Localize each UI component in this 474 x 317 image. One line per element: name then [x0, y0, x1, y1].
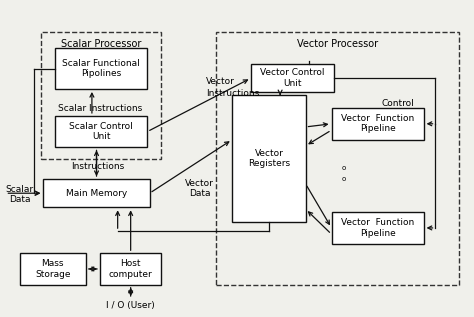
Text: Vector: Vector [206, 77, 235, 86]
Text: Scalar Functional
Pipolines: Scalar Functional Pipolines [62, 59, 140, 78]
FancyBboxPatch shape [331, 212, 424, 244]
FancyBboxPatch shape [251, 64, 334, 92]
FancyBboxPatch shape [100, 253, 161, 285]
Text: Vector  Function
Pipeline: Vector Function Pipeline [341, 218, 414, 238]
Text: Vector
Data: Vector Data [185, 179, 214, 198]
FancyBboxPatch shape [55, 48, 147, 89]
Text: o: o [341, 176, 346, 182]
Text: Scalar Control
Unit: Scalar Control Unit [69, 122, 133, 141]
Text: Instructions: Instructions [206, 89, 260, 98]
Text: Scalar Instructions: Scalar Instructions [58, 104, 142, 113]
FancyBboxPatch shape [43, 179, 150, 207]
Text: Scalar
Data: Scalar Data [5, 185, 34, 204]
FancyBboxPatch shape [55, 116, 147, 147]
Text: Control: Control [381, 99, 414, 108]
FancyBboxPatch shape [331, 108, 424, 139]
Text: Vector Processor: Vector Processor [297, 39, 378, 49]
FancyBboxPatch shape [19, 253, 86, 285]
Text: I / O (User): I / O (User) [106, 301, 155, 310]
Text: Vector  Function
Pipeline: Vector Function Pipeline [341, 114, 414, 133]
Text: Mass
Storage: Mass Storage [35, 259, 71, 279]
FancyBboxPatch shape [232, 95, 306, 222]
Text: Instructions: Instructions [71, 162, 124, 171]
Text: Vector Control
Unit: Vector Control Unit [260, 68, 325, 88]
Text: o: o [341, 165, 346, 171]
Text: Vector
Registers: Vector Registers [248, 149, 290, 168]
Text: Main Memory: Main Memory [66, 189, 127, 198]
Text: Scalar Processor: Scalar Processor [61, 39, 141, 49]
Text: Host
computer: Host computer [109, 259, 153, 279]
